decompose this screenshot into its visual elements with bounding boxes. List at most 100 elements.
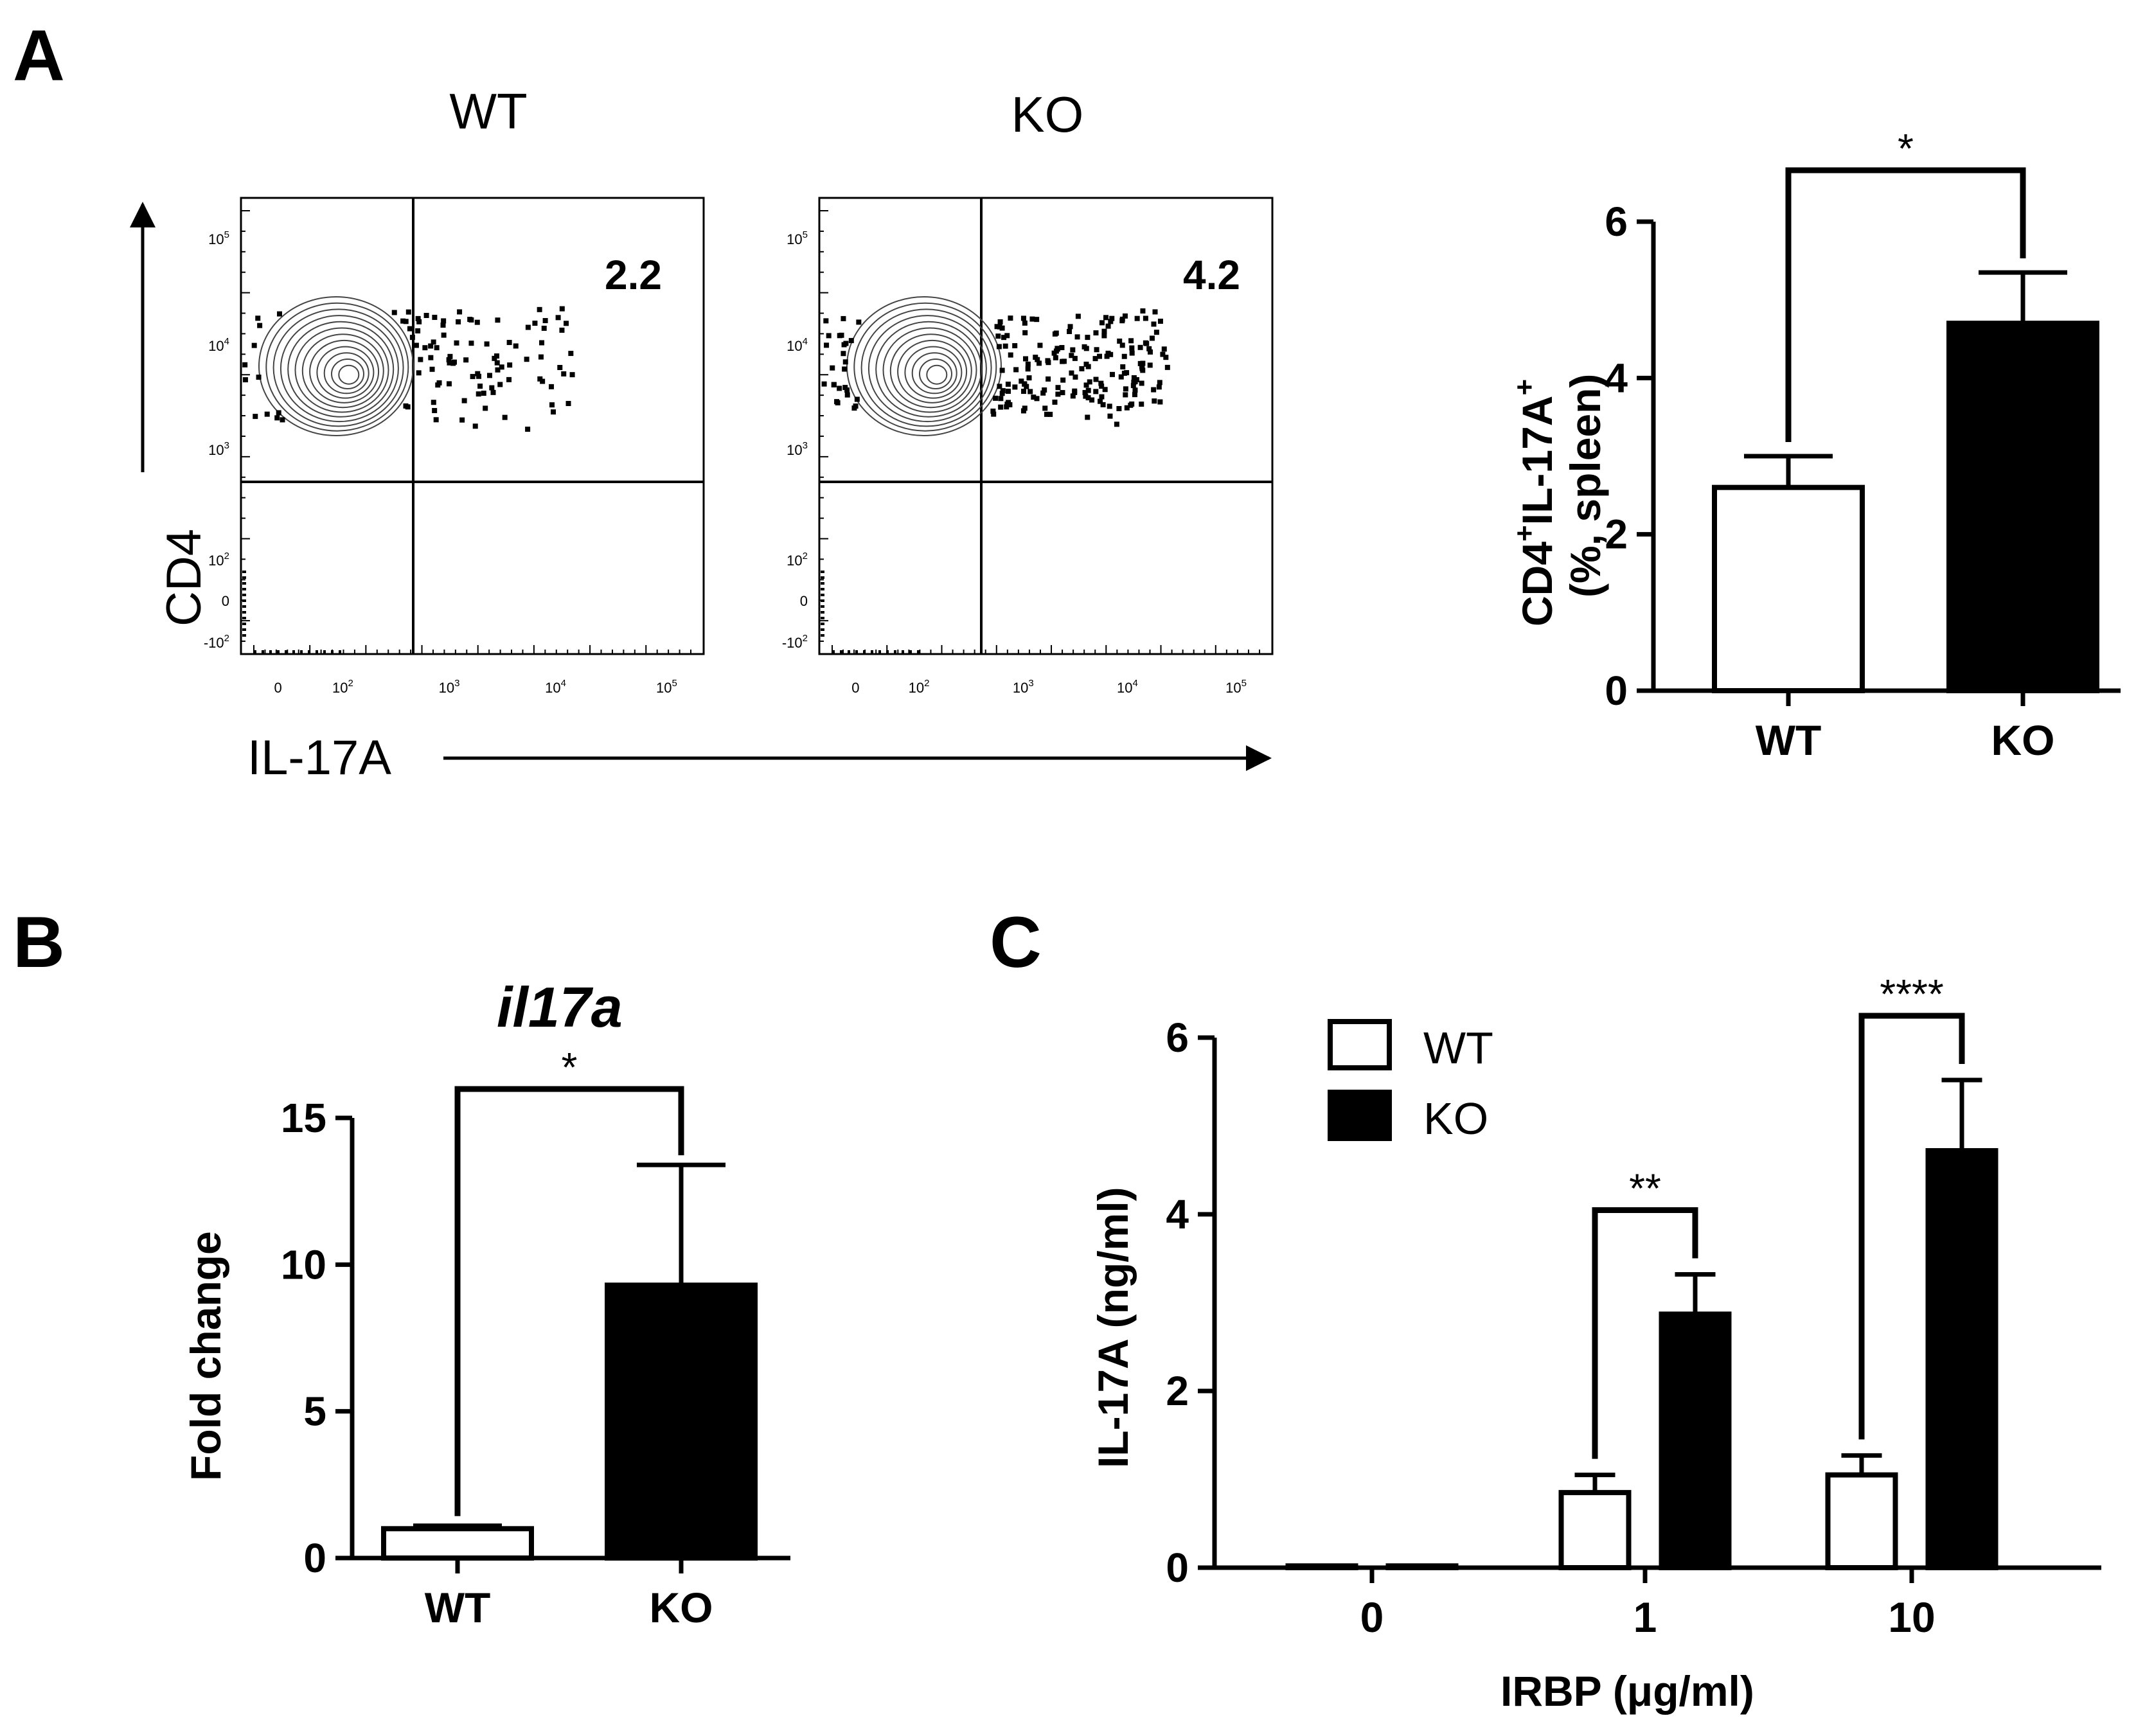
- flow-event-dot: [428, 343, 434, 349]
- flow-x-tick-label: 105: [1225, 678, 1247, 696]
- flow-event-dot: [1120, 364, 1126, 369]
- flow-event-dot: [1079, 366, 1085, 371]
- flow-event-dot: [564, 321, 569, 326]
- flow-contour-line: [272, 308, 404, 427]
- flow-event-dot: [450, 360, 456, 366]
- flow-contour-line: [338, 364, 360, 385]
- flow-event-dot: [1008, 315, 1013, 321]
- y-tick-label: 4: [1605, 355, 1628, 401]
- flow-event-dot: [447, 360, 452, 366]
- significance-label: *: [562, 1044, 578, 1090]
- flow-x-tick-label: 104: [1117, 678, 1138, 696]
- flow-event-dot: [463, 357, 469, 363]
- flow-event-dot: [1033, 355, 1038, 360]
- flow-event-dot: [999, 368, 1005, 373]
- flow-event-dot: [490, 389, 496, 395]
- flow-y-tick-label: 0: [800, 593, 808, 609]
- flow-event-dot: [1122, 313, 1128, 319]
- flow-plot-frame: [240, 197, 705, 655]
- flow-event-dot: [1134, 376, 1139, 382]
- flow-event-dot: [902, 650, 904, 654]
- flow-contour-line: [889, 333, 972, 409]
- flow-event-dot: [428, 355, 434, 360]
- flow-event-dot: [551, 409, 556, 415]
- x-tick-label: 10: [1888, 1593, 1935, 1641]
- flow-event-dot: [1085, 387, 1091, 393]
- flow-y-tick-label: 102: [208, 551, 229, 569]
- flow-event-dot: [1129, 345, 1135, 351]
- flow-event-dot: [470, 374, 476, 380]
- flow-event-dot: [995, 333, 1001, 339]
- flow-event-dot: [1101, 333, 1107, 339]
- flow-event-dot: [1075, 314, 1081, 319]
- flow-event-dot: [1105, 323, 1111, 329]
- flow-event-dot: [542, 318, 548, 324]
- flow-event-dot: [506, 376, 512, 382]
- flow-event-dot: [242, 571, 246, 573]
- flow-event-dot: [1139, 364, 1144, 369]
- flow-event-dot: [1157, 318, 1163, 324]
- flow-event-dot: [1114, 421, 1119, 427]
- flow-contour-line: [316, 346, 375, 399]
- flow-event-dot: [415, 328, 421, 333]
- flow-event-dot: [1123, 392, 1128, 398]
- flow-quadrant-percent: 2.2: [605, 252, 662, 298]
- flow-y-tick-label: 105: [787, 229, 808, 247]
- legend-label-ko: KO: [1423, 1094, 1488, 1144]
- flow-event-dot: [855, 650, 858, 654]
- flow-y-tick-label: -102: [204, 633, 229, 651]
- flow-event-dot: [242, 634, 246, 637]
- flow-event-dot: [821, 582, 824, 585]
- flow-contour-line: [323, 352, 369, 394]
- flow-event-dot: [1123, 386, 1128, 392]
- flow-event-dot: [1099, 384, 1105, 389]
- flow-event-dot: [1085, 395, 1091, 401]
- flow-event-dot: [477, 383, 483, 389]
- bar-wt: [1285, 1563, 1358, 1570]
- flow-event-dot: [1060, 390, 1065, 396]
- flow-event-dot: [1101, 328, 1107, 334]
- flow-event-dot: [497, 382, 503, 387]
- flow-event-dot: [1022, 330, 1028, 335]
- flow-event-dot: [997, 324, 1002, 330]
- flow-event-dot: [1149, 335, 1155, 341]
- panel-label-c: C: [990, 902, 1042, 982]
- flow-event-dot: [1121, 353, 1127, 359]
- flow-event-dot: [917, 650, 920, 654]
- y-tick-label: 6: [1166, 1014, 1189, 1061]
- flow-event-dot: [1026, 375, 1032, 381]
- flow-event-dot: [994, 324, 1000, 330]
- flow-y-tick-label: -102: [782, 633, 808, 651]
- flow-event-dot: [1083, 393, 1089, 399]
- flow-event-dot: [242, 599, 246, 602]
- flow-event-dot: [1129, 350, 1135, 356]
- flow-event-dot: [441, 332, 447, 338]
- flow-event-dot: [256, 375, 262, 380]
- flow-event-dot: [280, 417, 285, 423]
- flow-event-dot: [1082, 390, 1088, 396]
- flow-event-dot: [251, 342, 257, 348]
- flow-event-dot: [494, 353, 499, 359]
- flow-event-dot: [878, 650, 881, 654]
- flow-event-dot: [1109, 315, 1115, 321]
- flow-event-dot: [821, 571, 824, 573]
- flow-event-dot: [1107, 403, 1112, 409]
- flow-event-dot: [472, 423, 478, 429]
- flow-contour-line: [882, 327, 977, 413]
- flow-event-dot: [1070, 347, 1076, 353]
- flow-event-dot: [996, 344, 1002, 350]
- flow-event-dot: [1005, 381, 1011, 387]
- flow-y-tick-label: 102: [787, 551, 808, 569]
- flow-event-dot: [1093, 389, 1099, 394]
- flow-event-dot: [561, 371, 567, 376]
- flow-event-dot: [559, 327, 565, 333]
- flow-event-dot: [863, 650, 866, 654]
- flow-event-dot: [391, 310, 397, 315]
- flow-event-dot: [1034, 396, 1040, 402]
- flow-event-dot: [1140, 368, 1146, 373]
- flow-event-dot: [537, 306, 542, 312]
- flow-event-dot: [871, 650, 873, 654]
- flow-event-dot: [1067, 328, 1073, 334]
- flow-event-dot: [339, 650, 341, 654]
- flow-event-dot: [433, 417, 439, 423]
